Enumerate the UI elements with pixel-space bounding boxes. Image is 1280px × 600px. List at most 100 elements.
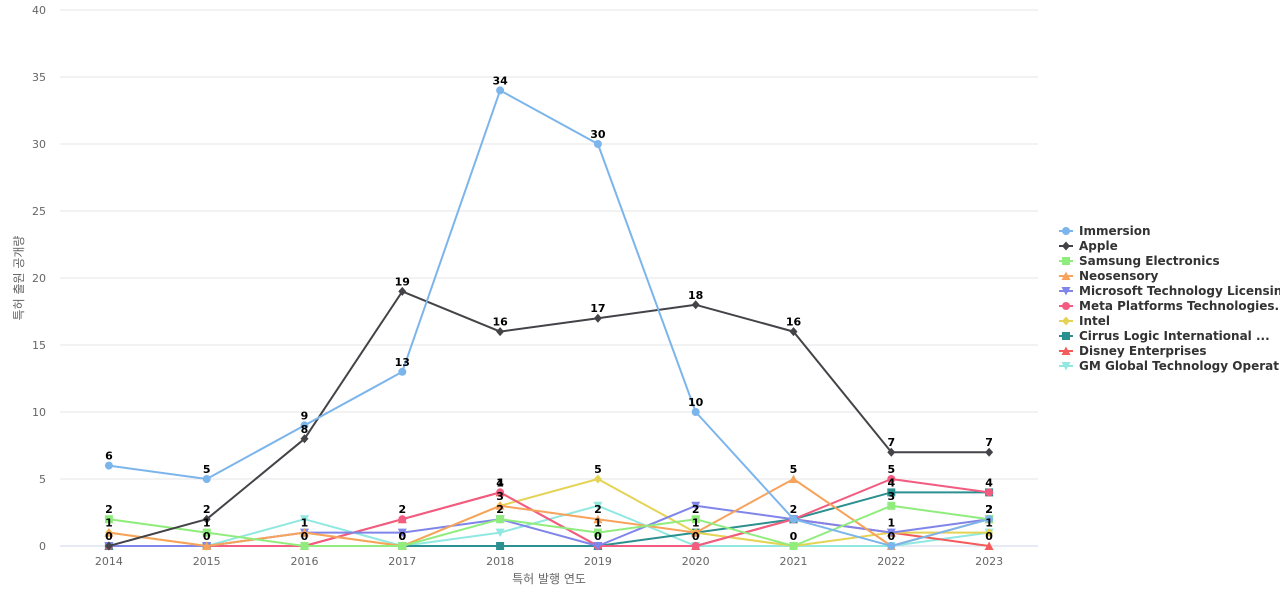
legend-marker [1062, 302, 1070, 310]
data-label: 2 [985, 503, 993, 516]
x-tick-label: 2022 [877, 555, 905, 568]
data-point-samsung-electronics [887, 501, 896, 510]
legend-marker [1062, 316, 1070, 326]
y-tick-label: 35 [32, 71, 46, 84]
data-point-neosensory [495, 501, 505, 510]
data-label: 1 [301, 517, 309, 530]
x-tick-label: 2019 [584, 555, 612, 568]
data-label: 5 [594, 463, 602, 476]
legend-marker [1062, 241, 1070, 251]
data-label: 5 [790, 463, 798, 476]
data-point-immersion [202, 475, 211, 483]
data-point-intel [985, 528, 994, 538]
data-point-neosensory [104, 528, 114, 537]
series-line-immersion [108, 89, 990, 547]
data-label: 0 [985, 530, 993, 543]
y-tick-label: 20 [32, 272, 46, 285]
y-tick-label: 10 [32, 406, 46, 419]
data-point-samsung-electronics [398, 542, 407, 550]
data-label: 0 [203, 530, 211, 543]
y-tick-label: 0 [39, 540, 46, 553]
data-label: 2 [790, 503, 798, 516]
data-label: 1 [692, 517, 700, 530]
legend-marker [1061, 362, 1071, 371]
data-point-gm-global-technology-operat [300, 515, 309, 524]
y-axis-title: 특허 출원 공개량 [12, 236, 26, 321]
legend-marker [1061, 287, 1071, 296]
data-label: 2 [398, 503, 406, 516]
data-label: 6 [105, 450, 113, 463]
legend-marker [1061, 346, 1071, 355]
data-label: 2 [203, 503, 211, 516]
data-label: 9 [301, 409, 309, 422]
legend-item-disney-enterprises: Disney Enterprises [1059, 344, 1206, 358]
data-label: 3 [496, 490, 504, 503]
data-point-gm-global-technology-operat [593, 501, 603, 511]
legend-marker [1062, 332, 1070, 340]
data-label: 0 [398, 530, 406, 543]
data-label: 2 [105, 503, 113, 516]
data-point-apple [300, 434, 309, 444]
data-label: 1 [203, 517, 211, 530]
data-label: 7 [887, 436, 895, 449]
data-label: 2 [496, 503, 504, 516]
data-point-immersion [300, 421, 309, 430]
y-tick-label: 40 [32, 4, 46, 17]
series-neosensory [104, 474, 994, 550]
legend-item-intel: Intel [1059, 314, 1110, 328]
x-tick-label: 2015 [193, 555, 221, 568]
y-tick-label: 25 [32, 205, 46, 218]
data-point-meta-platforms-technologies [985, 488, 994, 497]
data-point-immersion [496, 86, 505, 95]
legend-item-gm-global-technology-operat: GM Global Technology Operat... [1059, 359, 1280, 373]
data-point-apple [985, 447, 994, 457]
data-label: 19 [395, 275, 410, 288]
legend-label: GM Global Technology Operat... [1079, 359, 1280, 373]
series-lines [104, 86, 994, 551]
legend-label: Disney Enterprises [1079, 344, 1206, 358]
data-label: 17 [590, 302, 605, 315]
data-label: 5 [887, 463, 895, 476]
data-label: 16 [492, 316, 508, 329]
legend-marker [1061, 271, 1071, 280]
data-label: 0 [887, 530, 895, 543]
x-tick-label: 2018 [486, 555, 514, 568]
data-point-cirrus-logic-international [887, 488, 896, 497]
legend-label: Microsoft Technology Licensing [1079, 284, 1280, 298]
data-point-meta-platforms-technologies [496, 488, 505, 497]
data-label: 2 [985, 503, 993, 516]
data-label: 8 [301, 423, 309, 436]
data-point-apple [593, 313, 602, 323]
data-point-neosensory [300, 528, 309, 537]
data-point-apple [691, 300, 700, 310]
x-tick-label: 2017 [388, 555, 416, 568]
y-tick-label: 30 [32, 138, 46, 151]
data-point-immersion [593, 140, 602, 148]
data-point-immersion [691, 408, 700, 416]
legend-item-neosensory: Neosensory [1059, 269, 1159, 283]
grid-lines [60, 9, 1038, 547]
legend-label: Samsung Electronics [1079, 254, 1220, 268]
data-point-neosensory [691, 528, 701, 537]
data-label: 5 [203, 463, 211, 476]
data-point-apple [202, 514, 211, 524]
data-label: 30 [590, 128, 606, 141]
legend-item-meta-platforms-technologies: Meta Platforms Technologies... [1059, 299, 1280, 313]
data-point-gm-global-technology-operat [495, 528, 505, 538]
data-point-samsung-electronics [496, 515, 505, 524]
series-line-meta-platforms-technologies [108, 478, 990, 547]
x-tick-label: 2014 [95, 555, 123, 568]
data-point-intel [593, 474, 602, 484]
data-point-immersion [887, 542, 896, 550]
data-point-samsung-electronics [691, 515, 700, 524]
data-label: 1 [594, 517, 602, 530]
data-point-neosensory [789, 474, 798, 483]
data-label: 0 [301, 530, 309, 543]
legend-label: Immersion [1079, 224, 1151, 238]
data-point-apple [496, 327, 505, 337]
data-label: 1 [985, 517, 993, 530]
